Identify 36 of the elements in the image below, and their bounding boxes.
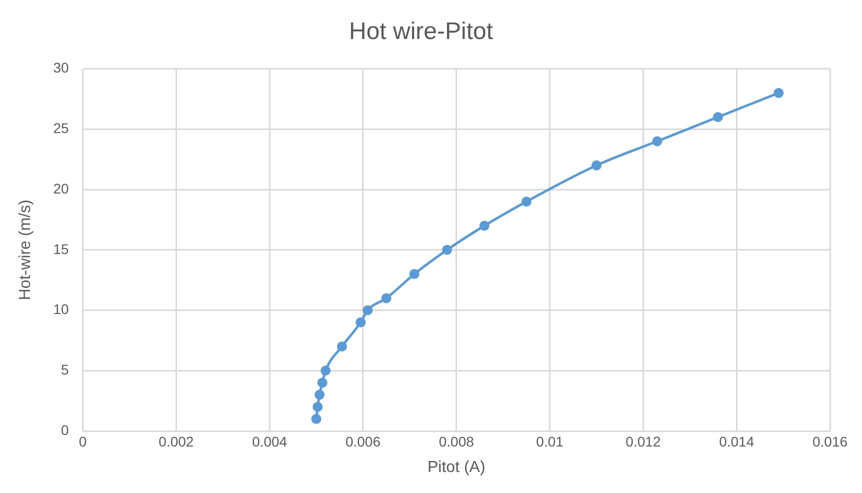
- x-tick-label: 0.004: [252, 433, 288, 450]
- point: [312, 402, 323, 412]
- x-tick-label: 0.01: [536, 433, 564, 450]
- x-tick-label: 0.002: [158, 433, 194, 450]
- y-tick-label: 20: [53, 180, 69, 196]
- point: [381, 293, 392, 304]
- y-tick-label: 15: [53, 240, 69, 257]
- x-tick-label: 0.006: [345, 433, 381, 450]
- point: [317, 378, 328, 388]
- y-axis-title: Hot-wire (m/s): [17, 200, 34, 300]
- point: [479, 220, 490, 231]
- point: [712, 112, 723, 122]
- y-tick-label: 30: [53, 60, 69, 76]
- point: [409, 269, 420, 280]
- point: [652, 136, 662, 146]
- point: [320, 366, 331, 376]
- point: [362, 305, 373, 316]
- x-tick-label: 0.016: [812, 433, 848, 450]
- x-tick-label: 0.008: [438, 433, 474, 450]
- y-tick-label: 25: [53, 120, 69, 136]
- point: [591, 160, 602, 170]
- y-tick-label: 5: [60, 361, 69, 378]
- point: [356, 317, 366, 328]
- point: [311, 414, 322, 424]
- chart-title: Hot wire-Pitot: [348, 18, 494, 46]
- x-tick-label: 0: [78, 433, 87, 450]
- x-tick-label: 0.012: [626, 433, 661, 450]
- point: [774, 88, 784, 98]
- y-tick-label: 0: [60, 422, 69, 438]
- point: [314, 390, 325, 400]
- y-tick-label: 10: [53, 301, 69, 318]
- x-tick-label: 0.014: [719, 433, 754, 450]
- point: [521, 196, 532, 207]
- point: [336, 341, 347, 352]
- x-axis-title: Pitot (A): [427, 458, 486, 476]
- point: [442, 244, 452, 255]
